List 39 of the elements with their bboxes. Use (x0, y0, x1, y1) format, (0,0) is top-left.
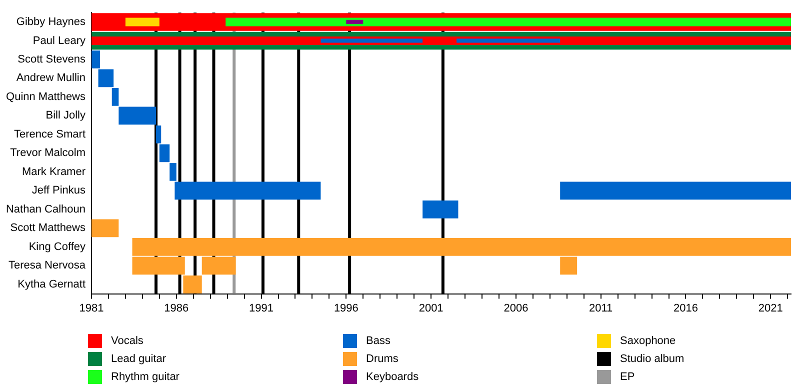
bar (226, 18, 791, 26)
y-tick-label: Quinn Matthews (6, 90, 86, 103)
y-tick-label: Teresa Nervosa (8, 260, 86, 272)
legend-label: Vocals (111, 335, 144, 347)
y-tick-label: Kytha Gernatt (18, 278, 86, 290)
x-tick-label: 1981 (79, 302, 104, 314)
x-tick-label: 2016 (673, 302, 698, 314)
y-tick-label: Nathan Calhoun (6, 203, 86, 216)
y-tick-label: Mark Kramer (22, 166, 86, 178)
legend-label: Rhythm guitar (111, 371, 180, 383)
y-tick-label: Andrew Mullin (16, 72, 86, 84)
y-tick-label: Bill Jolly (46, 110, 86, 122)
y-tick-label: Gibby Haynes (16, 16, 86, 28)
legend-label: Bass (366, 335, 390, 347)
legend-label: Drums (366, 353, 398, 365)
legend-label: Lead guitar (111, 353, 166, 365)
legend-label: EP (620, 371, 635, 383)
x-tick-label: 1991 (249, 302, 274, 314)
x-tick-label: 1996 (334, 302, 358, 314)
y-tick-label: King Coffey (28, 240, 86, 253)
y-tick-label: Scott Matthews (10, 222, 86, 234)
legend-label: Studio album (620, 353, 684, 365)
y-tick-label: Terence Smart (14, 128, 86, 140)
legend-label: Keyboards (366, 371, 419, 383)
bar (346, 20, 364, 24)
x-tick-label: 1986 (164, 302, 189, 314)
y-tick-label: Paul Leary (32, 34, 86, 47)
legend-label: Saxophone (620, 335, 676, 347)
x-tick-label: 2001 (418, 302, 444, 314)
bar (118, 106, 156, 125)
bar (422, 200, 458, 218)
y-tick-label: Scott Stevens (18, 54, 86, 66)
x-tick-label: 2021 (758, 302, 783, 314)
x-tick-label: 2011 (589, 302, 613, 314)
bar (92, 219, 119, 238)
bar (125, 18, 160, 26)
y-tick-label: Trevor Malcolm (10, 147, 86, 160)
y-tick-label: Jeff Pinkus (32, 184, 86, 197)
x-tick-label: 2006 (504, 302, 528, 314)
